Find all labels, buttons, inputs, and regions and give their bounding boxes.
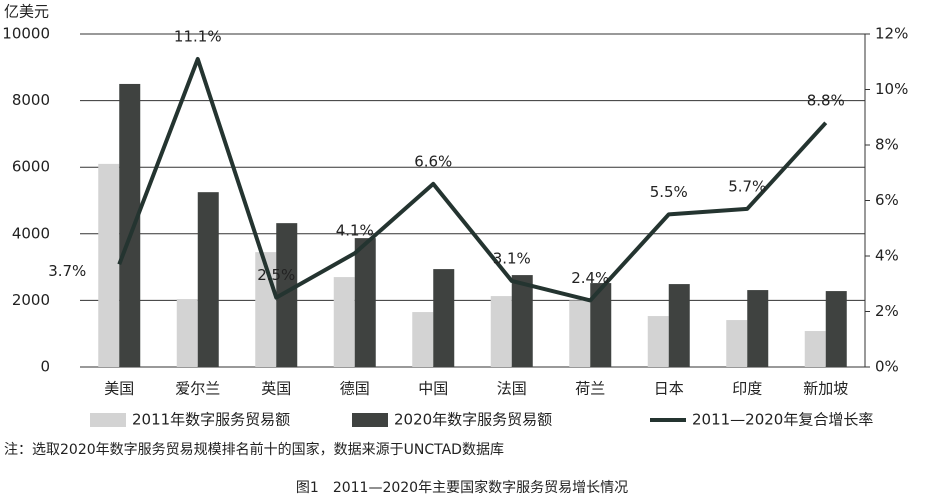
y-tick-label: 6000 [12,158,50,176]
bar [511,275,533,367]
bar [98,163,120,367]
bar [354,238,376,367]
x-tick-label: 英国 [261,380,291,398]
bar [668,284,690,367]
y2-tick-label: 8% [875,136,899,154]
bar [197,192,219,367]
y2-tick-label: 10% [875,80,908,98]
bar [726,320,748,367]
data-label: 8.8% [807,91,845,109]
data-label: 5.5% [650,183,688,201]
bar [119,83,141,367]
x-tick-label: 荷兰 [575,380,605,398]
data-label: 2.4% [571,269,609,287]
caption: 图1 2011—2020年主要国家数字服务贸易增长情况 [296,479,628,496]
data-label: 6.6% [414,152,452,170]
x-tick-label: 日本 [654,380,684,398]
bar [590,283,612,367]
y2-tick-label: 4% [875,247,899,265]
y-tick-label: 8000 [12,91,50,109]
bar [333,277,355,367]
y-axis-label: 亿美元 [4,3,49,21]
note: 注：选取2020年数字服务贸易规模排名前十的国家，数据来源于UNCTAD数据库 [4,441,504,458]
data-label: 11.1% [174,27,222,45]
bar [647,316,669,367]
bar [569,300,591,367]
growth-line [117,56,828,303]
data-label: 3.7% [48,262,86,280]
y2-tick-label: 2% [875,302,899,320]
bar [412,312,434,367]
x-tick-label: 印度 [732,380,762,398]
bar [433,269,455,367]
bar [825,291,847,367]
legend-swatch [352,413,388,427]
x-tick-label: 中国 [418,380,448,398]
y-tick-label: 0 [40,358,50,376]
x-tick-label: 德国 [340,380,370,398]
x-tick-label: 美国 [104,380,134,398]
bar [276,223,298,367]
bar [176,299,198,367]
x-tick-label: 新加坡 [803,380,848,398]
bar [490,296,512,367]
legend-label: 2011—2020年复合增长率 [692,411,873,429]
data-label: 4.1% [336,222,374,240]
data-label: 2.5% [257,266,295,284]
data-label: 3.1% [493,249,531,267]
y-tick-label: 2000 [12,291,50,309]
legend-label: 2020年数字服务贸易额 [394,411,552,429]
legend-swatch [90,413,126,427]
x-tick-label: 爱尔兰 [175,380,220,398]
bar [747,290,769,367]
bar [804,331,826,367]
y2-tick-label: 6% [875,191,899,209]
y2-tick-label: 0% [875,358,899,376]
legend-label: 2011年数字服务贸易额 [132,411,290,429]
y2-tick-label: 12% [875,25,908,43]
y-tick-label: 4000 [12,224,50,242]
x-tick-label: 法国 [497,380,527,398]
data-label: 5.7% [728,177,766,195]
y-tick-label: 10000 [2,25,50,43]
